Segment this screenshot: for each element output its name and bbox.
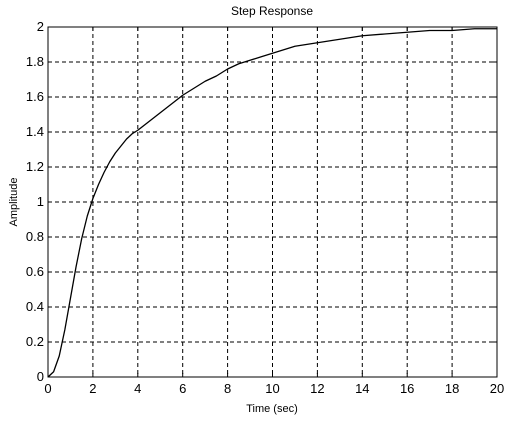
x-tick-label: 0: [44, 381, 51, 396]
x-tick-label: 6: [179, 381, 186, 396]
x-tick-label: 18: [445, 381, 459, 396]
y-tick-label: 0: [37, 369, 44, 384]
y-tick-label: 0.2: [26, 334, 44, 349]
series-layer: [47, 28, 497, 378]
y-tick-label: 0.6: [26, 264, 44, 279]
x-tick-label: 20: [490, 381, 504, 396]
y-tick-label: 2: [37, 19, 44, 34]
x-tick-label: 14: [355, 381, 369, 396]
y-tick-label: 1.2: [26, 159, 44, 174]
y-tick-label: 1.4: [26, 124, 44, 139]
grid: [48, 27, 497, 377]
ticks: 0 2 4 6 8 10 12 14 16 18 20 0 0.2 0.4 0.6 0.8 1 1.2 1.4 1.6…: [26, 19, 504, 396]
y-tick-label: 1.6: [26, 89, 44, 104]
x-tick-label: 16: [400, 381, 414, 396]
y-axis-label: Amplitude: [8, 178, 20, 227]
x-axis-label: Time (sec): [246, 403, 298, 415]
x-tick-label: 4: [134, 381, 141, 396]
y-tick-label: 0.8: [26, 229, 44, 244]
x-tick-label: 10: [265, 381, 279, 396]
y-tick-label: 1: [37, 194, 44, 209]
x-tick-label: 8: [224, 381, 231, 396]
x-tick-label: 2: [89, 381, 96, 396]
step-response-line: [47, 28, 497, 378]
chart-title: Step Response: [231, 4, 313, 18]
y-tick-label: 1.8: [26, 54, 44, 69]
x-tick-label: 12: [310, 381, 324, 396]
y-tick-label: 0.4: [26, 299, 44, 314]
